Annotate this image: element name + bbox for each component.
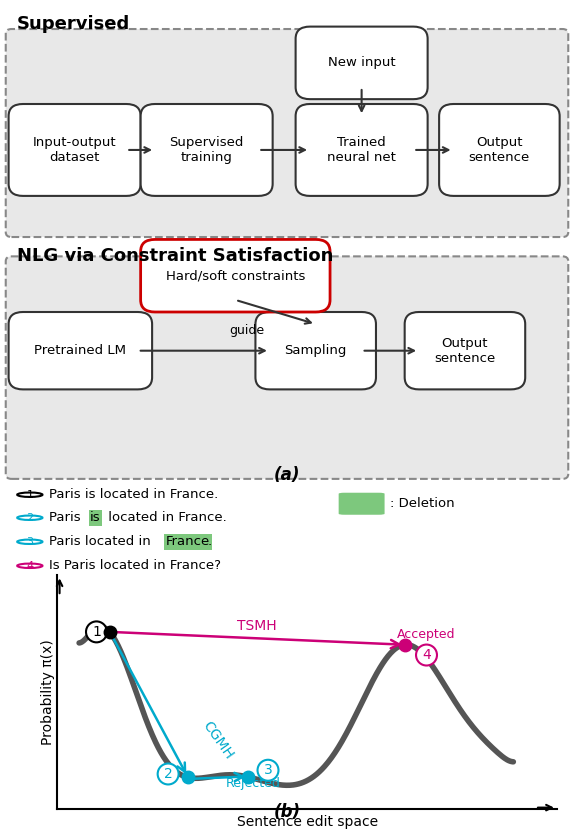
- Text: .: .: [207, 535, 211, 548]
- Text: Supervised
training: Supervised training: [169, 136, 244, 164]
- Text: Sampling: Sampling: [285, 344, 347, 357]
- Text: New input: New input: [328, 57, 395, 69]
- Text: Supervised: Supervised: [17, 14, 130, 33]
- Text: (a): (a): [274, 465, 300, 484]
- FancyBboxPatch shape: [9, 104, 141, 196]
- Text: : Deletion: : Deletion: [390, 497, 455, 510]
- Text: Paris is located in France.: Paris is located in France.: [49, 488, 218, 501]
- Text: is: is: [90, 511, 101, 525]
- FancyBboxPatch shape: [9, 312, 152, 389]
- FancyBboxPatch shape: [255, 312, 376, 389]
- Text: Paris: Paris: [49, 511, 85, 525]
- Text: (b): (b): [273, 803, 301, 821]
- Text: Pretrained LM: Pretrained LM: [34, 344, 126, 357]
- Text: 3: 3: [263, 763, 273, 777]
- Text: Rejected: Rejected: [226, 777, 280, 791]
- FancyBboxPatch shape: [439, 104, 560, 196]
- FancyBboxPatch shape: [141, 104, 273, 196]
- Text: guide: guide: [229, 324, 265, 337]
- FancyBboxPatch shape: [405, 312, 525, 389]
- Y-axis label: Probability π(x): Probability π(x): [41, 640, 55, 745]
- Text: Trained
neural net: Trained neural net: [327, 136, 396, 164]
- Text: 4: 4: [26, 560, 33, 570]
- FancyBboxPatch shape: [296, 104, 428, 196]
- FancyBboxPatch shape: [6, 256, 568, 479]
- Text: Output
sentence: Output sentence: [435, 337, 495, 364]
- Text: CGMH: CGMH: [200, 718, 236, 761]
- FancyBboxPatch shape: [339, 493, 385, 515]
- Text: Accepted: Accepted: [397, 628, 456, 641]
- Text: 4: 4: [422, 648, 431, 662]
- FancyBboxPatch shape: [6, 29, 568, 237]
- Text: Paris located in: Paris located in: [49, 535, 155, 548]
- Text: NLG via Constraint Satisfaction: NLG via Constraint Satisfaction: [17, 247, 333, 264]
- Text: 1: 1: [26, 490, 33, 500]
- Text: France: France: [166, 535, 210, 548]
- Text: Input-output
dataset: Input-output dataset: [33, 136, 117, 164]
- Text: Output
sentence: Output sentence: [469, 136, 530, 164]
- Text: located in France.: located in France.: [104, 511, 227, 525]
- X-axis label: Sentence edit space: Sentence edit space: [236, 815, 378, 828]
- Text: 2: 2: [26, 513, 33, 523]
- Text: Is Paris located in France?: Is Paris located in France?: [49, 560, 221, 572]
- Text: 2: 2: [164, 767, 173, 781]
- Text: 3: 3: [26, 537, 33, 547]
- Text: Hard/soft constraints: Hard/soft constraints: [166, 269, 305, 282]
- Text: 1: 1: [92, 625, 101, 639]
- FancyBboxPatch shape: [296, 27, 428, 99]
- FancyBboxPatch shape: [141, 239, 330, 312]
- Text: TSMH: TSMH: [237, 619, 277, 633]
